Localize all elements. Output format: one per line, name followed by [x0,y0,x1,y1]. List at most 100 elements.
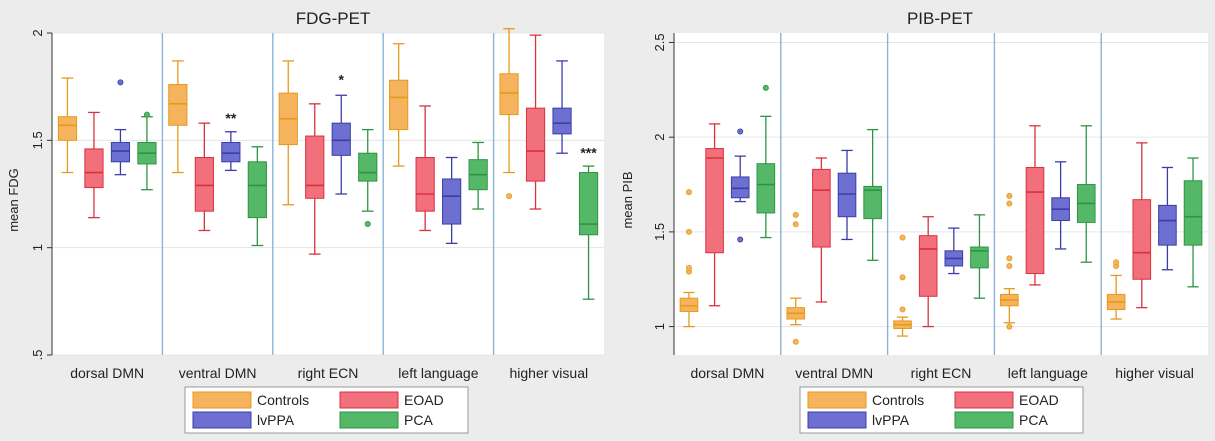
iqr-box [305,135,325,199]
box-left-language-lvppa [442,156,462,245]
outlier-point [143,111,150,118]
iqr-box [110,141,131,163]
box-higher-visual-controls [1106,259,1126,320]
iqr-box [1183,180,1203,246]
y-tick-label: 2 [652,134,667,141]
y-tick-label: 1 [30,244,45,251]
iqr-box [389,79,409,131]
box-dorsal-dmn-pca [756,84,776,239]
outlier-point [792,221,799,228]
box-higher-visual-eoad [525,34,546,210]
significance-marker: *** [580,145,597,161]
legend-entry-eoad: EOAD [339,391,444,409]
x-tick-label: right ECN [298,365,359,381]
box-right-ecn-lvppa [331,94,351,195]
outlier-point [1113,259,1120,266]
outlier-point [1006,200,1013,207]
iqr-box [221,141,241,163]
legend: Controls EOAD lvPPA PCA [184,386,469,434]
box-right-ecn-eoad [918,216,938,328]
chart-title: PIB-PET [907,9,973,28]
iqr-box [863,185,882,220]
box-higher-visual-eoad [1132,142,1152,309]
significance-marker: ** [225,110,236,126]
box-ventral-dmn-lvppa [221,131,241,172]
y-tick-label: 2 [30,29,45,36]
outlier-point [737,128,744,135]
y-tick-label: 1 [652,323,667,330]
legend-swatch [807,391,867,409]
iqr-box [415,157,435,212]
iqr-box [812,168,831,248]
iqr-box [168,84,188,126]
chart-title: FDG-PET [296,9,371,28]
box-higher-visual-lvppa [1158,166,1177,271]
outlier-point [1006,262,1013,269]
legend-entry-eoad: EOAD [954,391,1059,409]
x-tick-label: dorsal DMN [70,365,144,381]
legend-swatch [954,411,1014,429]
plot-area [674,33,1208,355]
x-tick-label: right ECN [911,365,972,381]
outlier-point [364,221,371,228]
outlier-point [899,234,906,241]
legend-entry-controls: Controls [192,391,309,409]
legend-label: PCA [404,412,433,428]
outlier-point [792,338,799,345]
legend: Controls EOAD lvPPA PCA [799,386,1084,434]
iqr-box [970,246,989,269]
iqr-box [442,178,462,225]
box-ventral-dmn-eoad [812,157,831,303]
pib-pet-panel: PIB-PET mean PIB 1 1.5 2 2.5 dorsal DMN ventr… [620,9,1208,434]
legend-label: Controls [872,392,924,408]
outlier-point [1006,255,1013,262]
box-dorsal-dmn-controls [57,77,78,174]
fdg-pet-panel: FDG-PET mean FDG .5 1 1.5 2 dorsal DMN ventra… [6,9,604,434]
box-dorsal-dmn-controls [679,189,699,328]
iqr-box [1132,199,1152,280]
y-tick-label: 2.5 [652,33,667,51]
legend-swatch [339,411,399,429]
iqr-box [358,152,378,182]
legend-label: PCA [1019,412,1048,428]
x-tick-label: ventral DMN [179,365,257,381]
x-tick-label: higher visual [1115,365,1194,381]
iqr-box [756,163,776,214]
box-left-language-eoad [1025,125,1045,286]
box-dorsal-dmn-pca [137,111,157,191]
box-right-ecn-pca [970,214,989,299]
significance-marker: * [339,72,345,88]
legend-label: EOAD [404,392,444,408]
outlier-point [792,211,799,218]
box-ventral-dmn-controls [786,211,806,345]
legend-entry-pca: PCA [339,411,433,429]
x-tick-label: left language [1008,365,1088,381]
y-tick-label: 1.5 [30,131,45,149]
outlier-point [762,84,769,91]
outlier-point [685,189,692,196]
x-tick-label: dorsal DMN [690,365,764,381]
legend-entry-lvppa: lvPPA [807,411,910,429]
box-right-ecn-pca [358,128,378,228]
box-higher-visual-lvppa [552,60,572,154]
box-dorsal-dmn-lvppa [730,128,750,243]
iqr-box [331,122,351,156]
box-higher-visual-pca [1183,157,1203,288]
iqr-box [730,176,750,199]
legend-label: lvPPA [257,412,295,428]
iqr-box [525,107,546,182]
iqr-box [84,148,104,189]
legend-label: lvPPA [872,412,910,428]
outlier-point [737,236,744,243]
legend-swatch [339,391,399,409]
box-left-language-pca [468,141,488,210]
legend-label: EOAD [1019,392,1059,408]
outlier-point [685,264,692,271]
iqr-box [194,157,214,212]
outlier-point [685,228,692,235]
box-ventral-dmn-controls [168,60,188,174]
outlier-point [506,193,513,200]
box-left-language-controls [1000,192,1019,330]
box-dorsal-dmn-lvppa [110,79,131,176]
